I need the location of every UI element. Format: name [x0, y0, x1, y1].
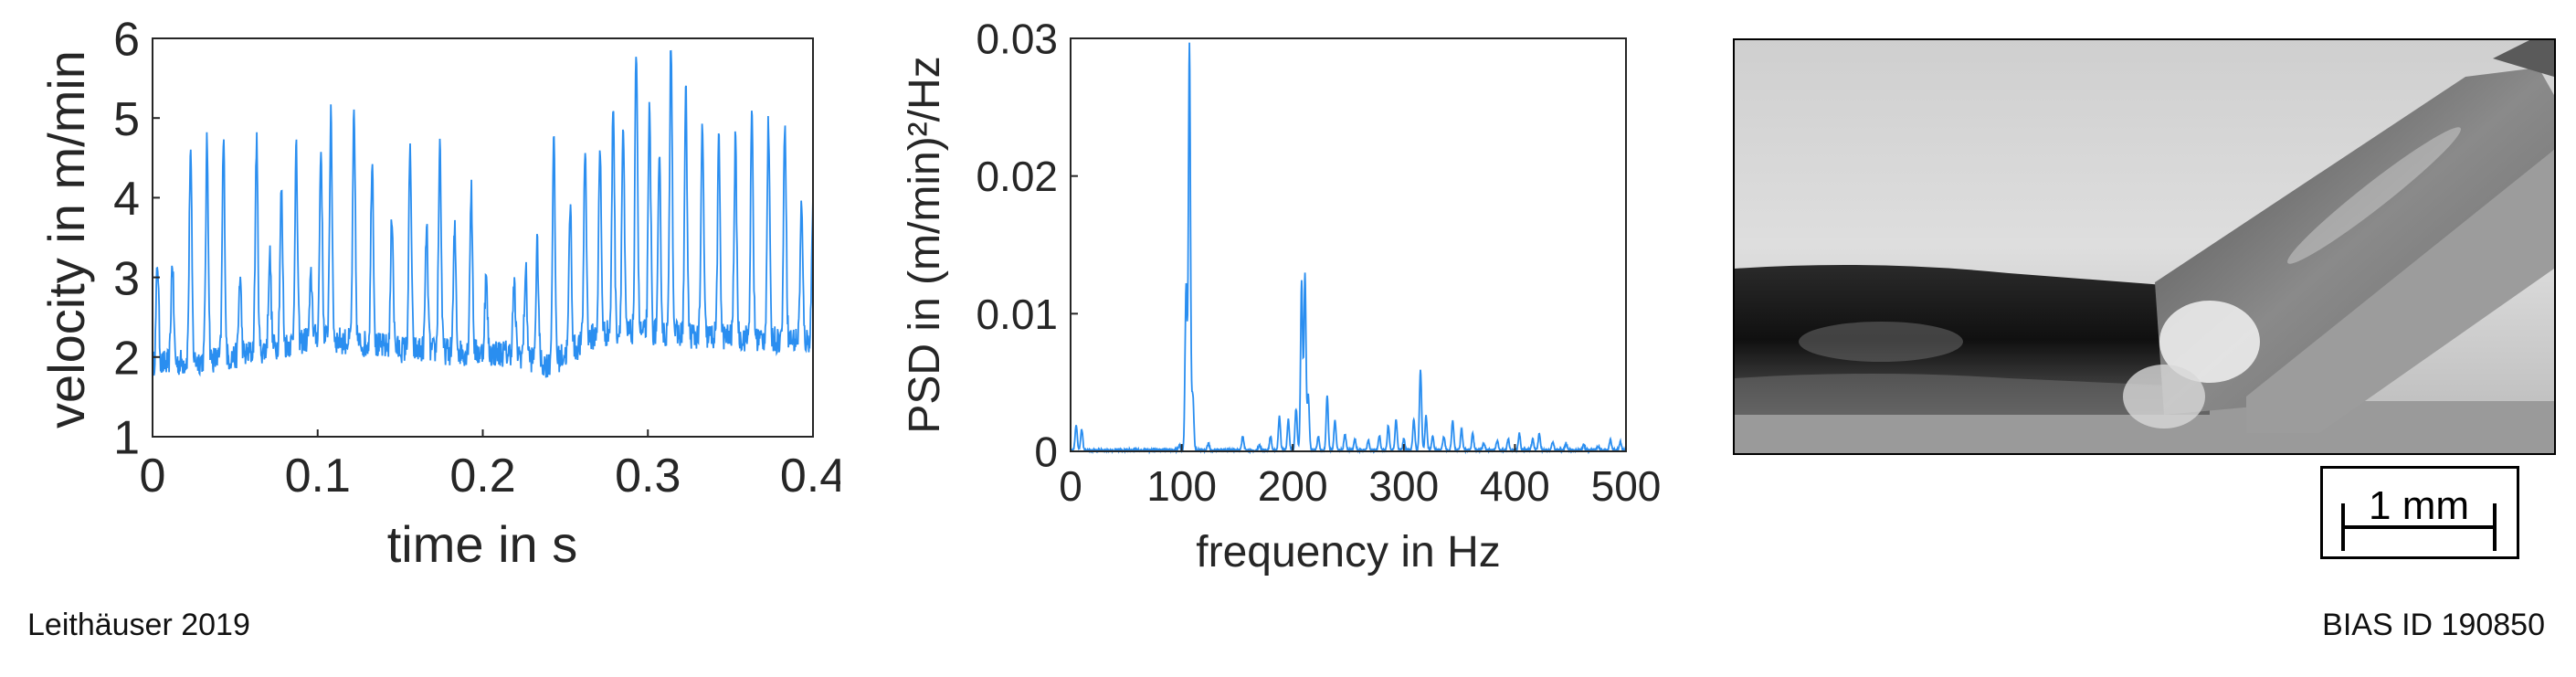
process-photo-drawing	[1735, 40, 2554, 453]
velocity-ticks: 0 0.1 0.2 0.3 0.4 1 2 3 4 5 6	[113, 14, 840, 502]
psd-plot-frame	[1070, 37, 1627, 452]
velocity-series-line	[152, 49, 814, 378]
psd-x-tick-label: 200	[1258, 462, 1328, 510]
psd-y-tick-label: 0.03	[976, 16, 1058, 63]
psd-y-tick-label: 0.01	[976, 291, 1058, 338]
velocity-x-tick-label: 0	[140, 450, 166, 502]
psd-y-tick-label: 0	[1034, 428, 1058, 476]
scale-bar: 1 mm	[2320, 466, 2519, 559]
velocity-y-tick-label: 2	[113, 333, 140, 386]
psd-series-group	[1070, 42, 1627, 455]
velocity-x-tick-label: 0.2	[449, 450, 515, 502]
velocity-x-tick-label: 0.1	[285, 450, 351, 502]
velocity-series-group	[152, 49, 814, 378]
psd-ticks: 0 100 200 300 400 500 0 0.01 0.02 0.03	[976, 16, 1661, 510]
psd-x-tick-label: 0	[1059, 462, 1082, 510]
velocity-chart: 0 0.1 0.2 0.3 0.4 1 2 3 4 5 6 time in s velocity i…	[37, 14, 840, 573]
footer-credit: Leithäuser 2019	[27, 608, 250, 642]
velocity-plot-frame	[152, 37, 814, 438]
psd-series-line	[1070, 42, 1627, 455]
process-photo	[1733, 38, 2556, 455]
psd-x-tick-label: 100	[1146, 462, 1217, 510]
velocity-y-tick-label: 3	[113, 252, 140, 305]
psd-x-tick-label: 400	[1480, 462, 1550, 510]
velocity-y-tick-label: 4	[113, 173, 140, 226]
psd-x-tick-label: 300	[1368, 462, 1439, 510]
velocity-x-axis-label: time in s	[387, 515, 578, 573]
psd-x-tick-label: 500	[1591, 462, 1662, 510]
velocity-x-tick-label: 0.3	[615, 450, 681, 502]
psd-y-tick-label: 0.02	[976, 153, 1058, 200]
velocity-y-axis-label: velocity in m/min	[37, 50, 95, 428]
psd-chart: 0 100 200 300 400 500 0 0.01 0.02 0.03 frequency …	[901, 16, 1661, 577]
scale-bar-drawing: 1 mm	[2341, 483, 2497, 551]
footer-id: BIAS ID 190850	[2322, 608, 2545, 642]
psd-x-axis-label: frequency in Hz	[1196, 528, 1501, 577]
velocity-y-tick-label: 6	[113, 14, 140, 67]
psd-y-axis-label: PSD in (m/min)²/Hz	[901, 56, 949, 433]
scale-bar-label: 1 mm	[2369, 483, 2469, 528]
velocity-y-tick-label: 5	[113, 93, 140, 146]
velocity-x-tick-label: 0.4	[780, 450, 840, 502]
velocity-y-tick-label: 1	[113, 412, 140, 465]
